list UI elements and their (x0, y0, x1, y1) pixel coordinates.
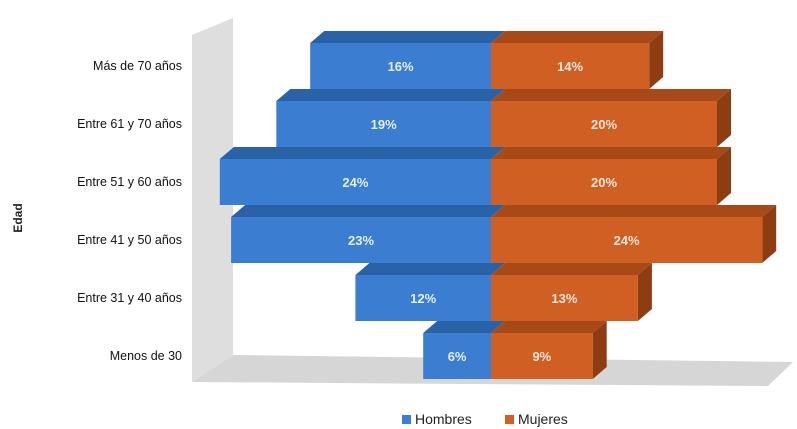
bar-mujeres (491, 217, 763, 263)
data-label-hombres: 23% (348, 233, 374, 248)
data-label-hombres: 6% (448, 349, 467, 364)
data-label-mujeres: 9% (532, 349, 551, 364)
bar-hombres-top (423, 321, 505, 333)
bar-mujeres-top (491, 205, 777, 217)
legend-label: Mujeres (518, 411, 568, 427)
data-label-hombres: 19% (371, 117, 397, 132)
bar-hombres (310, 43, 491, 89)
data-label-mujeres: 20% (591, 175, 617, 190)
bar-mujeres-top (491, 147, 731, 159)
category-label: Menos de 30 (110, 349, 182, 363)
category-label: Entre 41 y 50 años (77, 233, 182, 247)
bar-hombres-top (231, 205, 505, 217)
bar-mujeres (491, 333, 593, 379)
side-wall (192, 18, 233, 382)
data-label-hombres: 12% (410, 291, 436, 306)
bar-hombres-top (310, 31, 505, 43)
bar-hombres-top (355, 263, 505, 275)
data-label-hombres: 16% (388, 59, 414, 74)
category-labels: Más de 70 años Entre 61 y 70 años Entre 51… (77, 59, 182, 363)
bar-mujeres-top (491, 31, 664, 43)
data-label-hombres: 24% (342, 175, 368, 190)
category-label: Entre 61 y 70 años (77, 117, 182, 131)
bar-hombres (219, 159, 492, 205)
legend-label: Hombres (415, 411, 472, 427)
data-label-mujeres: 14% (557, 59, 583, 74)
bar-mujeres-top (491, 321, 607, 333)
bar-mujeres-side (637, 263, 652, 321)
bar-mujeres (491, 101, 717, 147)
bar-hombres (423, 333, 491, 379)
bar-hombres (355, 275, 491, 321)
bar-mujeres (491, 43, 650, 89)
bar-mujeres-side (649, 31, 664, 89)
bar-mujeres-top (491, 89, 731, 101)
data-label-mujeres: 24% (614, 233, 640, 248)
bar-mujeres-side (592, 321, 607, 379)
legend: Hombres Mujeres (402, 411, 568, 427)
category-label: Entre 51 y 60 años (77, 175, 182, 189)
legend-swatch (402, 415, 411, 424)
bar-hombres-top (276, 89, 505, 101)
bar-mujeres (491, 159, 717, 205)
bar-hombres-top (219, 147, 506, 159)
bar-mujeres-side (762, 205, 777, 263)
bar-mujeres-side (717, 147, 731, 205)
bar-mujeres-top (491, 263, 652, 275)
bar-mujeres-side (717, 89, 731, 147)
data-label-mujeres: 20% (591, 117, 617, 132)
category-label: Entre 31 y 40 años (77, 291, 182, 305)
category-label: Más de 70 años (93, 59, 182, 73)
bar-hombres (231, 217, 491, 263)
bars-group: 16% 14% 19% 20% 24% 20% 23% 24% 12% 13% 6% 9% (219, 31, 777, 379)
y-axis-label: Edad (11, 203, 25, 232)
bar-hombres (276, 101, 491, 147)
legend-swatch (505, 415, 514, 424)
bar-mujeres (491, 275, 638, 321)
data-label-mujeres: 13% (551, 291, 577, 306)
